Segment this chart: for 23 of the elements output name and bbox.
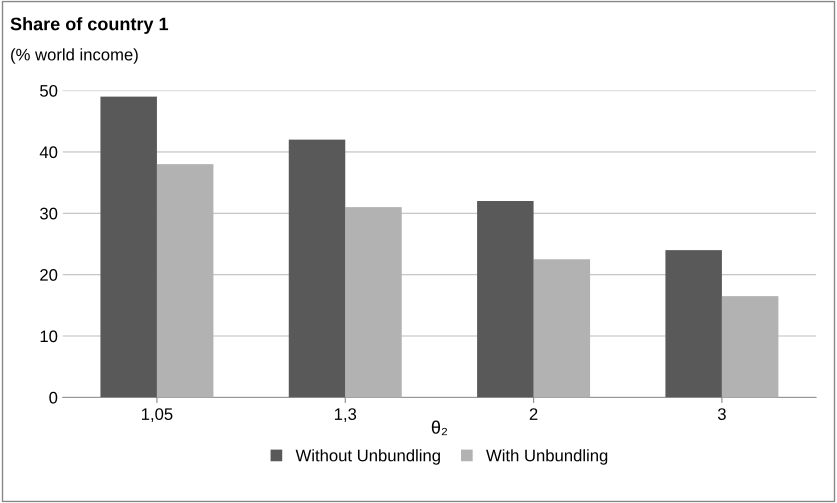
bar [288,140,346,398]
y-tick-label: 10 [40,330,58,342]
y-tick-label: 40 [40,146,58,158]
y-tick-label: 0 [49,392,58,404]
x-axis-title: θ₂ [432,420,448,436]
chart-subtitle: (% world income) [11,48,138,64]
bar [100,96,157,398]
y-tick-label: 30 [40,208,58,220]
x-tick-label: 1,3 [334,408,356,422]
bar [477,201,534,398]
x-tick-label: 1,05 [142,408,172,422]
bar [156,164,214,398]
y-tick-label: 20 [40,269,58,281]
legend-label: Without Unbundling [296,449,440,465]
bar [722,296,778,398]
legend-label: With Unbundling [486,449,608,465]
chart-title: Share of country 1 [10,17,168,34]
y-tick-label: 50 [40,84,58,97]
bar [345,207,402,398]
x-tick-label: 2 [530,408,538,420]
bar [534,259,590,398]
x-tick-label: 3 [718,408,726,420]
bar [665,250,722,398]
